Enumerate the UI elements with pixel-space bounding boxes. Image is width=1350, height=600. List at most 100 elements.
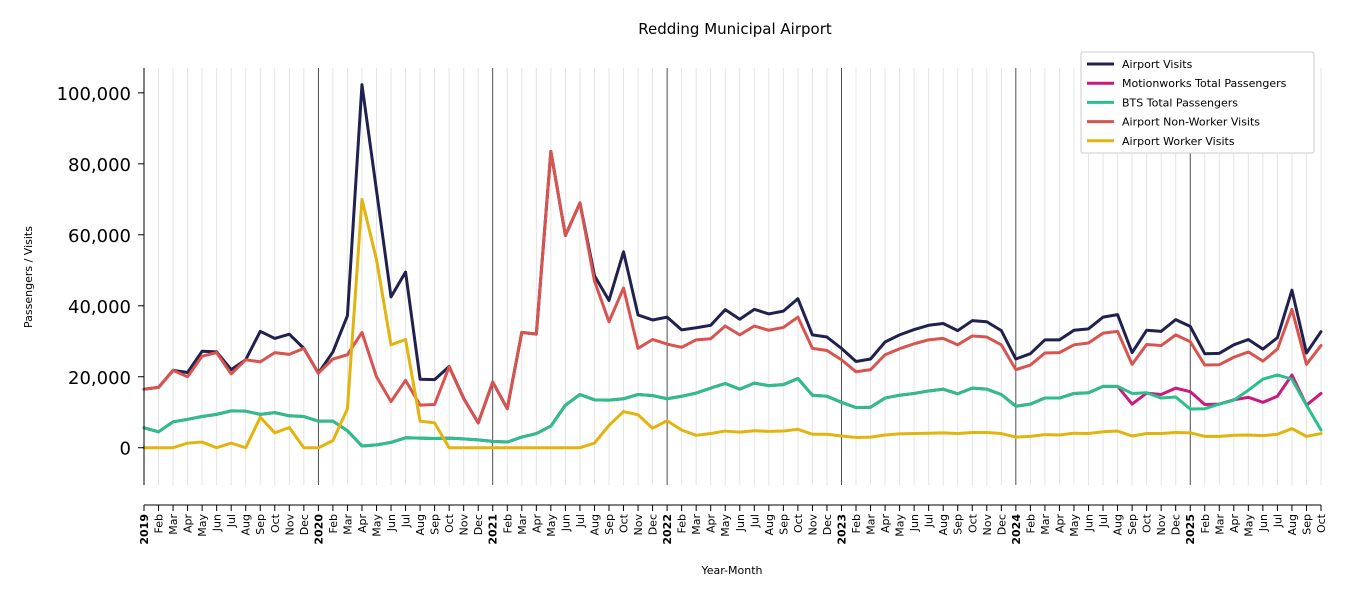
- x-tick-month-label: Mar: [167, 514, 180, 535]
- x-tick-month-label: Sep: [254, 514, 267, 535]
- x-tick-month-label: Jun: [1083, 514, 1096, 532]
- axes: [143, 68, 1321, 506]
- x-tick-month-label: Jul: [225, 514, 238, 528]
- x-tick-month-label: Dec: [472, 514, 485, 535]
- legend-label: Motionworks Total Passengers: [1122, 77, 1287, 90]
- x-tick-month-label: Oct: [1141, 513, 1154, 533]
- y-tick-label: 100,000: [57, 84, 131, 105]
- x-tick-month-label: Aug: [1112, 514, 1125, 535]
- x-tick-year-label: 2019: [138, 514, 151, 545]
- y-tick-label: 0: [120, 439, 131, 460]
- x-tick-month-label: Nov: [806, 514, 819, 536]
- x-tick-month-label: Feb: [501, 514, 514, 533]
- x-tick-year-label: 2021: [487, 514, 500, 545]
- x-tick-month-label: Nov: [632, 514, 645, 536]
- y-tick-label: 20,000: [68, 368, 131, 389]
- x-tick-month-label: Jun: [211, 514, 224, 532]
- x-tick-month-label: Apr: [1053, 514, 1066, 534]
- x-tick-month-label: May: [370, 514, 383, 537]
- x-tick-month-label: Jun: [908, 514, 921, 532]
- x-tick-month-label: Jul: [400, 514, 413, 528]
- x-tick-month-label: Feb: [153, 514, 166, 533]
- x-tick-year-label: 2020: [312, 514, 325, 545]
- x-tick-month-label: Aug: [414, 514, 427, 535]
- x-tick-month-label: Dec: [821, 514, 834, 535]
- x-tick-month-label: Nov: [1155, 514, 1168, 536]
- x-axis-label: Year-Month: [700, 564, 762, 577]
- x-tick-month-label: Feb: [676, 514, 689, 533]
- series-line-airport-worker-visits: [142, 197, 1323, 450]
- series-lines: [142, 83, 1323, 450]
- x-tick-month-label: May: [545, 514, 558, 537]
- legend-label: BTS Total Passengers: [1122, 96, 1238, 109]
- x-tick-month-label: Dec: [1170, 514, 1183, 535]
- x-tick-month-label: Aug: [763, 514, 776, 535]
- chart-title: Redding Municipal Airport: [638, 20, 832, 38]
- x-tick-month-label: Apr: [705, 514, 718, 534]
- x-tick-month-label: Dec: [995, 514, 1008, 535]
- x-tick-month-label: Mar: [516, 514, 529, 535]
- legend-frame: [1080, 51, 1315, 154]
- x-tick-month-label: Mar: [865, 514, 878, 535]
- x-tick-month-label: Apr: [1228, 514, 1241, 534]
- x-tick-month-label: May: [1068, 514, 1081, 537]
- x-tick-month-label: Mar: [1213, 514, 1226, 535]
- x-tick-month-label: Jul: [923, 514, 936, 528]
- x-tick-month-label: May: [719, 514, 732, 537]
- x-tick-year-label: 2022: [661, 514, 674, 545]
- x-tick-month-label: Aug: [588, 514, 601, 535]
- x-tick-month-label: Jul: [1271, 514, 1284, 528]
- x-tick-month-label: Jul: [748, 514, 761, 528]
- x-tick-month-label: Sep: [429, 514, 442, 535]
- x-tick-month-label: Oct: [443, 513, 456, 533]
- x-tick-month-label: Sep: [1126, 514, 1139, 535]
- y-axis-label: Passengers / Visits: [22, 226, 35, 328]
- x-tick-month-label: Apr: [356, 514, 369, 534]
- x-tick-month-label: Oct: [966, 513, 979, 533]
- x-tick-month-label: Feb: [327, 514, 340, 533]
- series-line-airport-visits: [142, 83, 1323, 425]
- x-tick-month-label: Feb: [850, 514, 863, 533]
- x-tick-month-label: Oct: [792, 513, 805, 533]
- x-tick-year-label: 2025: [1184, 514, 1197, 545]
- x-tick-month-label: Nov: [458, 514, 471, 536]
- legend-label: Airport Visits: [1122, 58, 1193, 71]
- x-tick-month-label: Aug: [240, 514, 253, 535]
- x-tick-month-label: Nov: [981, 514, 994, 536]
- x-tick-year-label: 2023: [835, 514, 848, 545]
- x-tick-month-label: Oct: [1315, 513, 1328, 533]
- x-tick-month-label: Aug: [937, 514, 950, 535]
- grid: [158, 68, 1322, 485]
- x-tick-month-label: Jun: [385, 514, 398, 532]
- x-tick-month-label: Apr: [182, 514, 195, 534]
- y-tick-label: 60,000: [68, 226, 131, 247]
- x-tick-month-label: Mar: [690, 514, 703, 535]
- x-tick-month-label: Jun: [1257, 514, 1270, 532]
- x-tick-month-label: Sep: [952, 514, 965, 535]
- legend-entries: Airport Visits Motionworks Total Passenge…: [1087, 58, 1287, 148]
- x-tick-month-label: Feb: [1199, 514, 1212, 533]
- x-tick-month-label: Mar: [1039, 514, 1052, 535]
- legend-label: Airport Worker Visits: [1122, 135, 1235, 148]
- x-tick-month-label: Sep: [603, 514, 616, 535]
- y-tick-label: 80,000: [68, 155, 131, 176]
- legend-label: Airport Non-Worker Visits: [1122, 116, 1260, 129]
- x-tick-month-label: Jun: [559, 514, 572, 532]
- x-tick-month-label: Feb: [1024, 514, 1037, 533]
- legend: Airport Visits Motionworks Total Passenge…: [1080, 51, 1315, 154]
- x-tick-month-label: Dec: [647, 514, 660, 535]
- x-tick-month-label: Nov: [283, 514, 296, 536]
- x-tick-month-label: Dec: [298, 514, 311, 535]
- x-ticks: 2019 Feb Mar Apr May Jun Jul Aug Sep Oct Nov Dec 202…: [138, 505, 1328, 545]
- x-tick-month-label: Apr: [879, 514, 892, 534]
- x-tick-month-label: May: [196, 514, 209, 537]
- x-tick-month-label: Sep: [1300, 514, 1313, 535]
- series-line-airport-non-worker-visits: [142, 149, 1323, 425]
- x-tick-month-label: Aug: [1286, 514, 1299, 535]
- x-tick-month-label: Oct: [618, 513, 631, 533]
- x-tick-month-label: Apr: [530, 514, 543, 534]
- x-tick-year-label: 2024: [1010, 514, 1023, 545]
- x-tick-month-label: Sep: [777, 514, 790, 535]
- x-tick-month-label: Jul: [1097, 514, 1110, 528]
